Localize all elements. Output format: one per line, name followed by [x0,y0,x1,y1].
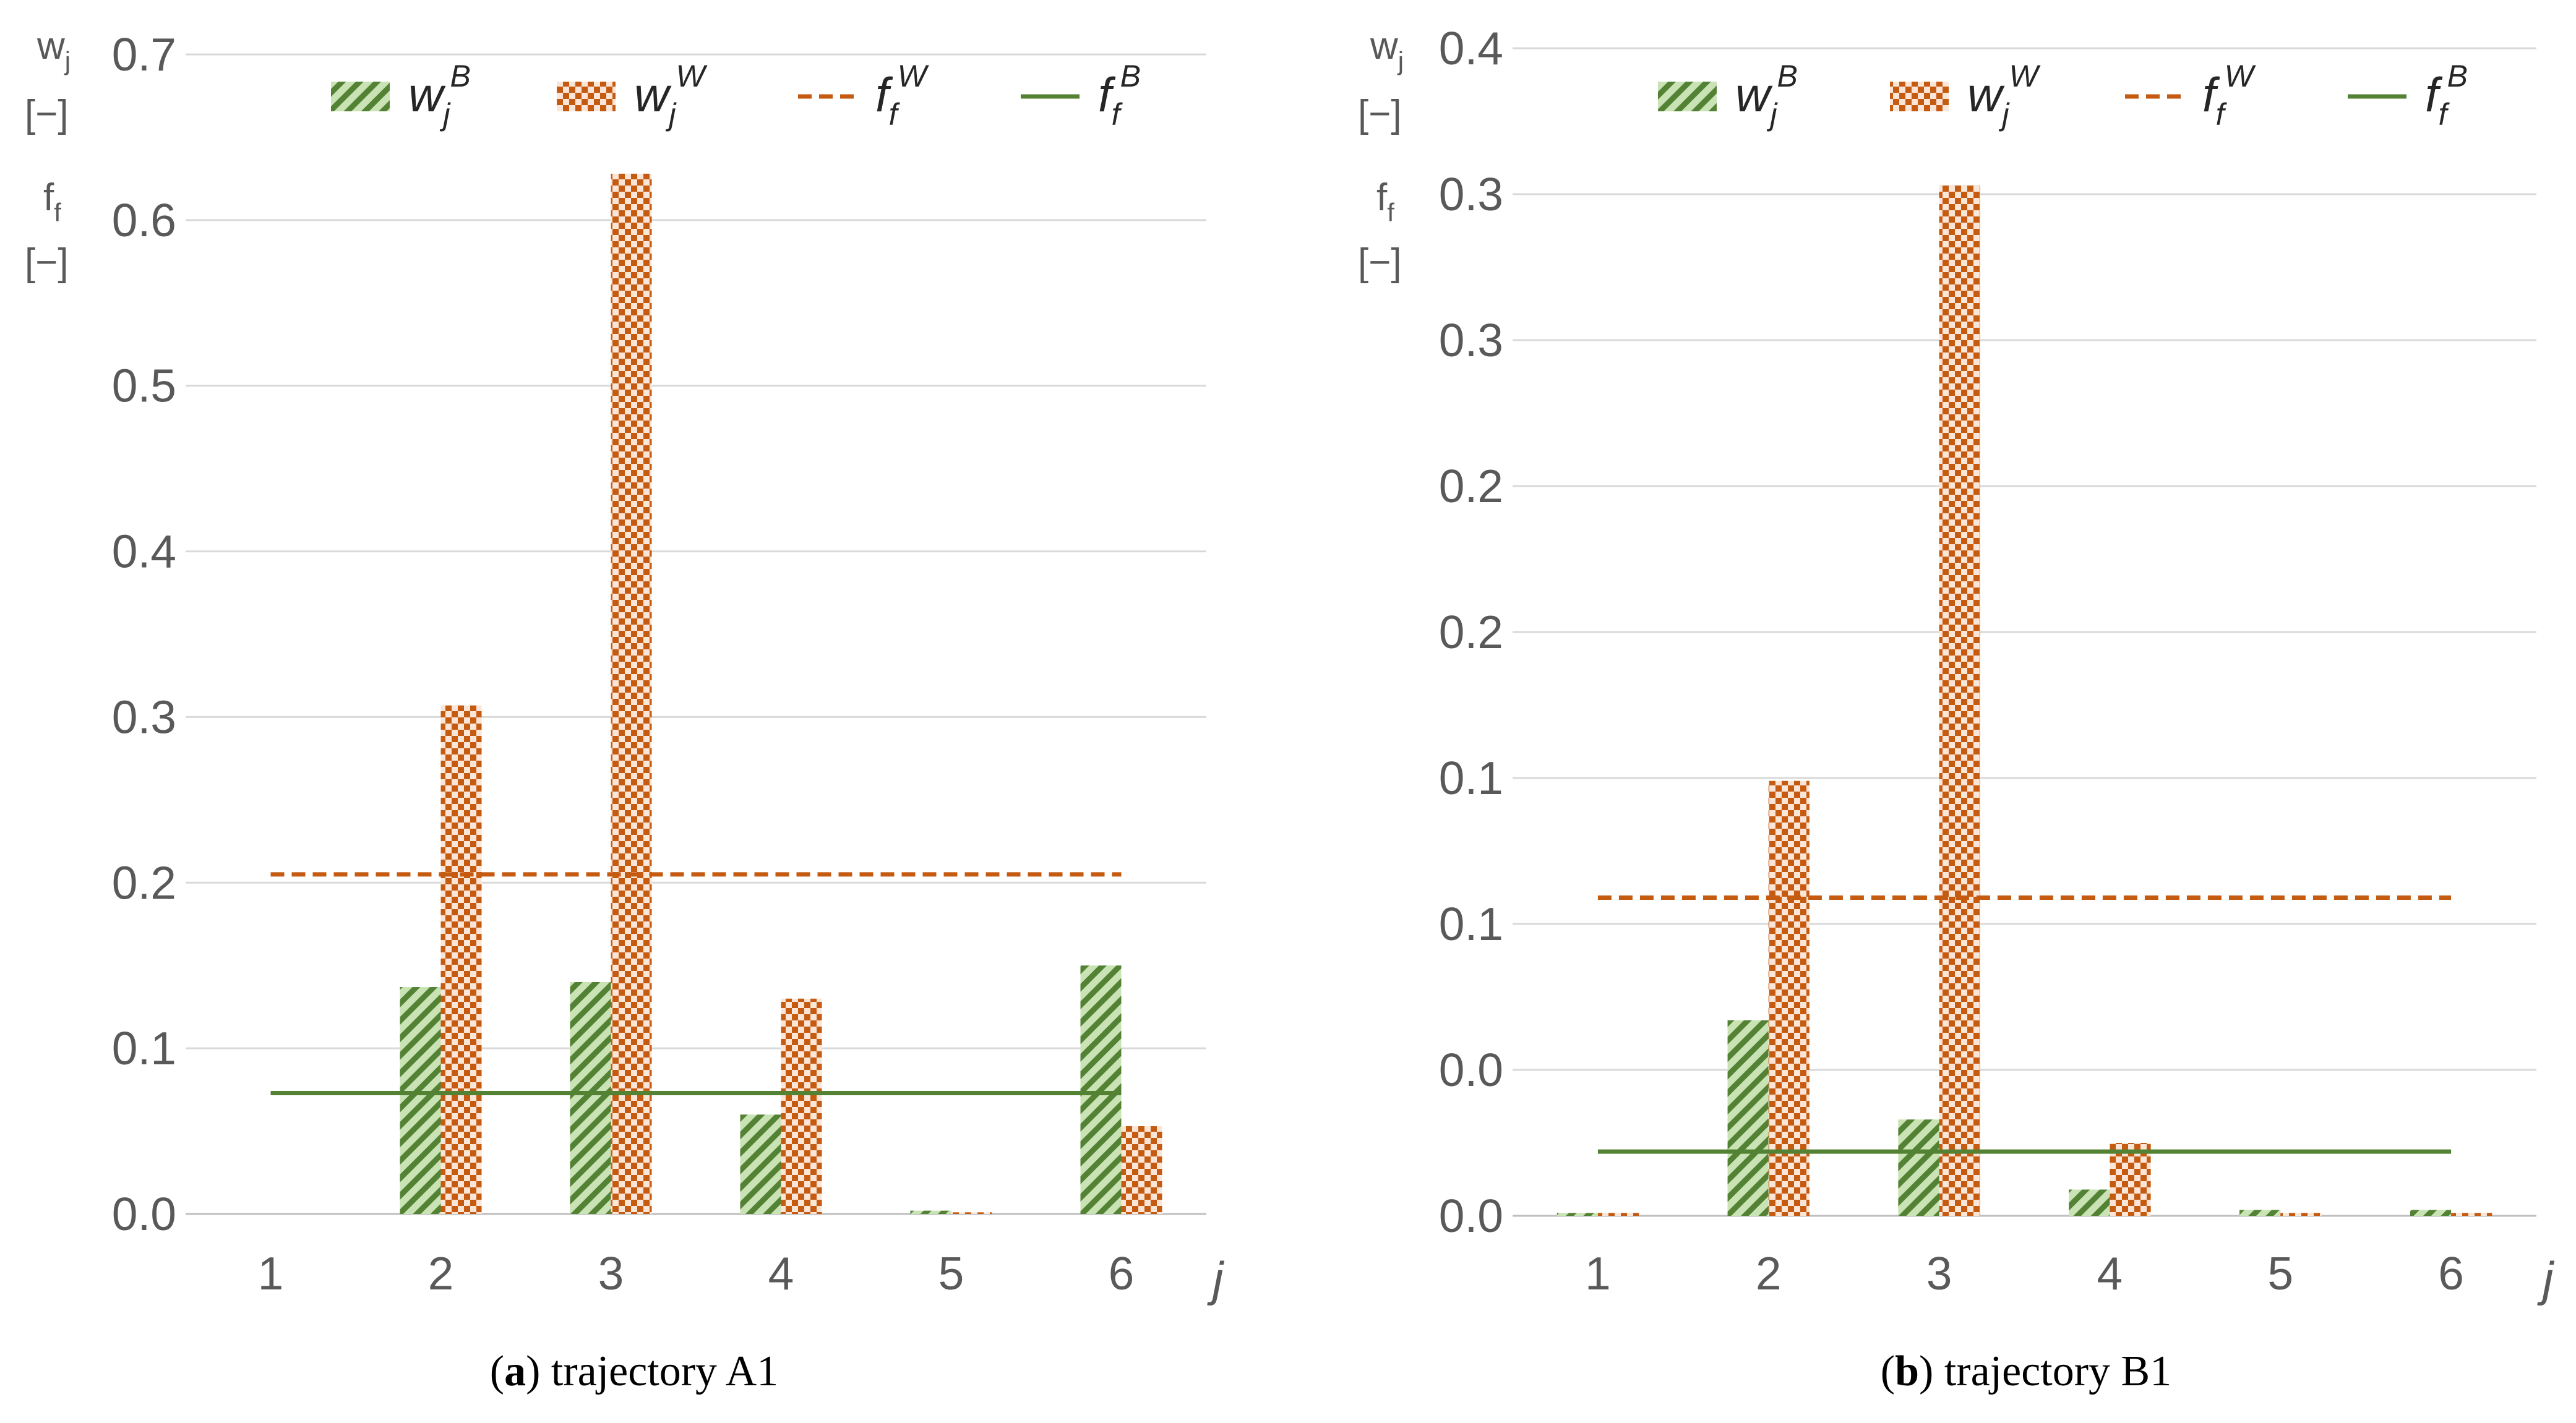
bar-wB-2 [1727,1020,1769,1216]
y-axis-unit-f: [−] [1358,241,1402,284]
legend-label: ffB [1098,59,1141,132]
x-tick-label: 3 [598,1247,624,1299]
x-axis-label: j [2537,1252,2555,1306]
bar-wW-6 [2451,1213,2492,1216]
x-tick-label: 4 [2097,1247,2123,1299]
y-tick-label: 0.3 [1439,168,1503,220]
y-tick-label: 0.5 [112,360,176,412]
y-tick-label: 0.1 [112,1022,176,1074]
y-axis-label-w: wj [1370,25,1404,75]
bar-wB-5 [2239,1210,2281,1216]
y-tick-label: 0.0 [112,1188,176,1240]
x-tick-label: 4 [768,1247,794,1299]
panel-a: 0.0 0.1 0.2 0.3 0.4 0.5 0.6 0.7 wj [−] ff [−] 1 2 3 4 5 6… [25,25,1225,1395]
y-axis-label-f: ff [1376,176,1394,227]
bar-wB-4 [740,1114,781,1214]
legend-label: ffW [2202,59,2257,132]
y-axis-unit-w: [−] [25,93,69,135]
legend-swatch [557,82,616,111]
bar-wW-3 [1939,185,1980,1216]
legend-label: wjB [408,59,471,132]
panel-b: 0.0 0.0 0.1 0.1 0.2 0.2 0.3 0.3 0.4 wj [−] ff [−] 1 2 3… [1358,22,2555,1395]
bar-wW-3 [611,173,652,1214]
bar-wW-4 [2110,1143,2151,1216]
bar-wB-1 [1556,1213,1598,1216]
x-tick-label: 6 [1109,1247,1135,1299]
y-tick-label: 0.2 [1439,460,1503,512]
y-tick-label: 0.2 [1439,606,1503,658]
y-tick-label: 0.3 [112,691,176,743]
bar-wB-6 [2410,1210,2452,1216]
bar-wB-6 [1080,965,1122,1214]
y-tick-label: 0.3 [1439,314,1503,366]
y-tick-label: 0.0 [1439,1190,1503,1242]
x-tick-label: 3 [1926,1247,1952,1299]
legend-swatch [1890,82,1949,111]
legend-swatch [331,82,390,111]
y-tick-label: 0.1 [1439,752,1503,804]
y-tick-label: 0.7 [112,28,176,80]
bar-wW-5 [2280,1213,2322,1216]
x-tick-label: 5 [938,1247,964,1299]
bar-wB-5 [910,1210,951,1214]
x-tick-label: 2 [1756,1247,1782,1299]
legend-swatch [1658,82,1717,111]
y-axis-unit-w: [−] [1358,93,1402,135]
y-axis-unit-f: [−] [25,241,69,284]
x-axis-label: j [1207,1252,1225,1306]
bar-wB-3 [570,982,611,1214]
bar-wW-2 [440,705,482,1214]
y-tick-label: 0.6 [112,194,176,246]
y-tick-label: 0.4 [112,526,176,578]
y-tick-label: 0.1 [1439,898,1503,950]
bar-wW-4 [781,998,822,1214]
x-tick-label: 1 [1585,1247,1611,1299]
y-axis-label-w: wj [36,25,71,75]
x-tick-label: 6 [2438,1247,2464,1299]
x-tick-label: 1 [258,1247,284,1299]
y-tick-label: 0.4 [1439,22,1503,74]
y-tick-label: 0.2 [112,857,176,908]
bar-wW-5 [951,1212,992,1214]
panel-caption: (b) trajectory B1 [1881,1348,2171,1395]
legend-label: ffW [875,59,930,132]
legend-label: wjW [1967,59,2041,132]
bar-wW-2 [1768,780,1810,1216]
bar-wW-1 [1597,1213,1639,1216]
bar-wB-2 [400,987,441,1214]
bar-wB-4 [2069,1189,2110,1216]
legend-label: wjB [1735,59,1798,132]
y-tick-label: 0.0 [1439,1044,1503,1096]
x-tick-label: 2 [428,1247,454,1299]
y-axis-label-f: ff [43,176,61,227]
bar-wB-3 [1898,1119,1939,1216]
bar-wW-6 [1121,1126,1162,1214]
legend-label: ffB [2425,59,2468,132]
legend-label: wjW [634,59,708,132]
x-tick-label: 5 [2267,1247,2293,1299]
panel-caption: (a) trajectory A1 [490,1348,779,1395]
